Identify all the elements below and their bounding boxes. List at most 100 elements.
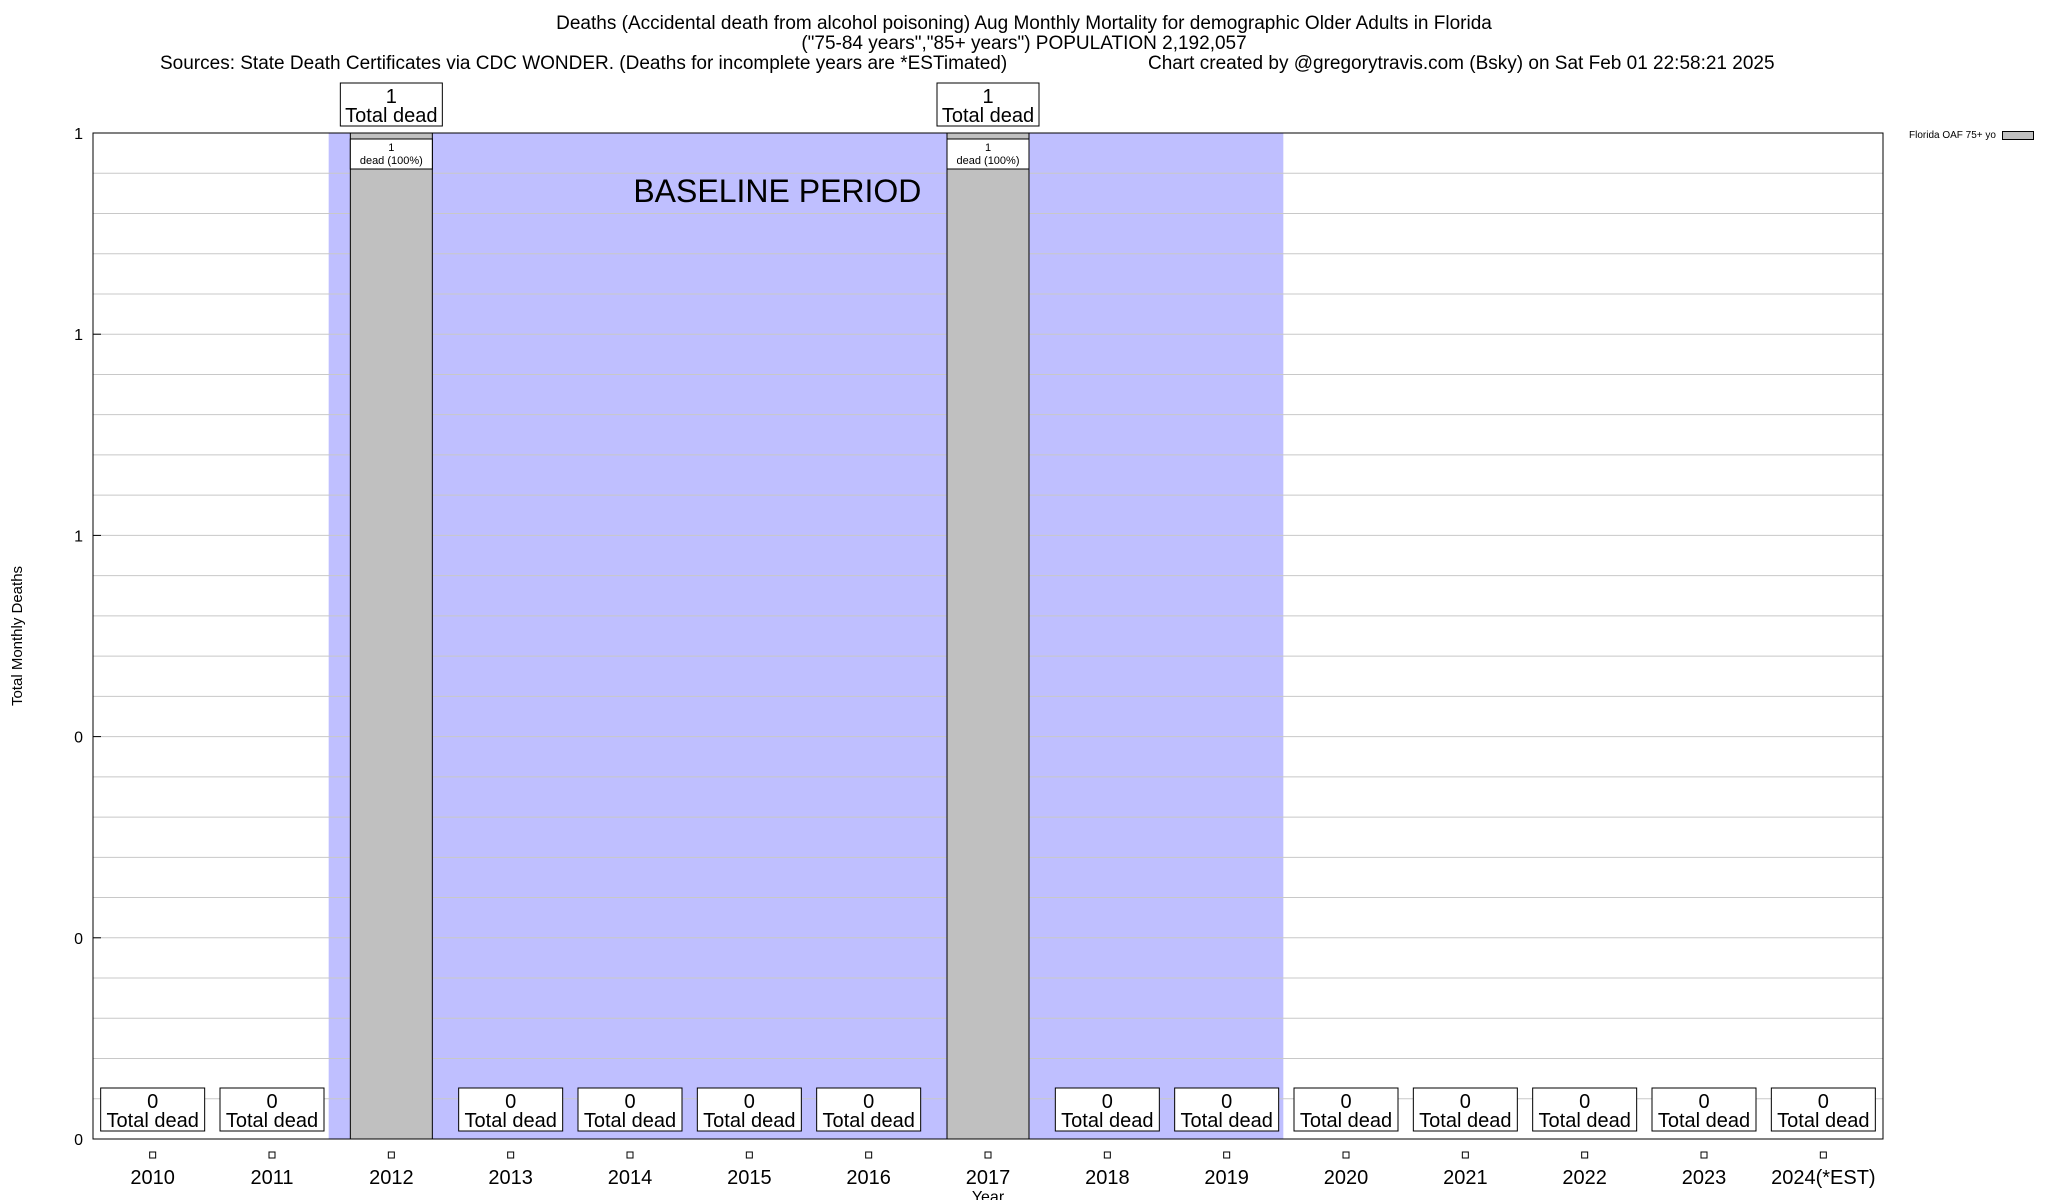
chart-title-block: Deaths (Accidental death from alcohol po… [0,14,2048,54]
x-tick-label: 2010 [130,1167,175,1189]
y-tick-label: 0 [74,730,83,747]
bar-inner-label-text: dead (100%) [360,155,423,167]
zero-label-box [1651,1087,1757,1132]
x-tick-label: 2015 [727,1167,772,1189]
zero-label-box [100,1087,206,1132]
bar-top-label-value: 1 [386,86,397,108]
x-marker [745,1151,753,1159]
bar-top-label-box [936,82,1040,127]
zero-label-box [1532,1087,1638,1132]
x-tick-label: 2018 [1085,1167,1130,1189]
baseline-period-label: BASELINE PERIOD [633,173,921,209]
chart-title: Deaths (Accidental death from alcohol po… [556,13,1492,34]
chart-source: Sources: State Death Certificates via CD… [160,53,1008,74]
x-marker [1581,1151,1589,1159]
legend-label: Florida OAF 75+ yo [1909,130,1996,141]
zero-label-value: 0 [1340,1091,1351,1113]
zero-label-box [1770,1087,1876,1132]
zero-label-value: 0 [744,1091,755,1113]
zero-label-box [1054,1087,1160,1132]
bar-inner-label-text: dead (100%) [957,155,1020,167]
x-marker [1461,1151,1469,1159]
zero-label-text: Total dead [1658,1110,1750,1132]
zero-label-box [1293,1087,1399,1132]
zero-label-value: 0 [505,1091,516,1113]
zero-label-value: 0 [266,1091,277,1113]
zero-label-value: 0 [1102,1091,1113,1113]
zero-label-text: Total dead [1539,1110,1631,1132]
x-marker [1342,1151,1350,1159]
y-tick-label: 1 [74,126,83,143]
y-tick-label: 0 [74,1132,83,1149]
zero-label-text: Total dead [823,1110,915,1132]
zero-label-value: 0 [1698,1091,1709,1113]
bar [946,132,1030,1140]
zero-label-text: Total dead [465,1110,557,1132]
zero-label-value: 0 [1221,1091,1232,1113]
zero-label-value: 0 [1818,1091,1829,1113]
bar-inner-label-box [349,138,433,170]
zero-label-value: 0 [1579,1091,1590,1113]
zero-label-box [696,1087,802,1132]
plot-border [92,132,1884,1140]
legend-swatch [2001,131,2034,140]
zero-label-text: Total dead [226,1110,318,1132]
zero-label-text: Total dead [1061,1110,1153,1132]
zero-label-box [458,1087,564,1132]
zero-label-text: Total dead [107,1110,199,1132]
y-tick-label: 0 [74,931,83,948]
x-marker [984,1151,992,1159]
x-tick-label: 2011 [250,1167,293,1189]
zero-label-box [1412,1087,1518,1132]
zero-label-text: Total dead [1419,1110,1511,1132]
chart-subtitle: ("75-84 years","85+ years") POPULATION 2… [801,33,1247,54]
bar-top-label-box [339,82,443,127]
y-axis-label: Total Monthly Deaths [9,566,26,706]
zero-label-value: 0 [624,1091,635,1113]
x-marker [865,1151,873,1159]
zero-label-text: Total dead [584,1110,676,1132]
bar-top-label-text: Total dead [345,105,437,127]
zero-label-text: Total dead [703,1110,795,1132]
zero-label-box [1174,1087,1280,1132]
x-marker [268,1151,276,1159]
zero-label-value: 0 [147,1091,158,1113]
x-tick-label: 2022 [1562,1167,1607,1189]
bar-top-label-text: Total dead [942,105,1034,127]
bar-inner-label-value: 1 [388,142,394,154]
x-tick-label: 2024(*EST) [1771,1167,1876,1189]
x-tick-label: 2016 [846,1167,891,1189]
x-tick-label: 2023 [1682,1167,1727,1189]
x-tick-label: 2017 [966,1167,1011,1189]
baseline-period-band [328,133,1284,1139]
bar-top-label-value: 1 [982,86,993,108]
x-tick-label: 2021 [1443,1167,1488,1189]
zero-label-box [219,1087,325,1132]
zero-label-value: 0 [1460,1091,1471,1113]
x-tick-label: 2020 [1324,1167,1369,1189]
bar-inner-label-box [946,138,1030,170]
x-tick-label: 2013 [488,1167,533,1189]
x-marker [387,1151,395,1159]
x-tick-label: 2014 [608,1167,653,1189]
bar [349,132,433,1140]
bar-inner-label-value: 1 [985,142,991,154]
chart-legend: Florida OAF 75+ yo [1909,130,2034,141]
x-axis-label: Year [972,1189,1005,1200]
x-marker [626,1151,634,1159]
x-marker [1700,1151,1708,1159]
zero-label-box [577,1087,683,1132]
x-marker [507,1151,515,1159]
y-tick-label: 1 [74,528,83,545]
x-marker [1103,1151,1111,1159]
x-marker [1819,1151,1827,1159]
chart-credit: Chart created by @gregorytravis.com (Bsk… [1148,53,1775,74]
zero-label-value: 0 [863,1091,874,1113]
zero-label-text: Total dead [1300,1110,1392,1132]
zero-label-box [816,1087,922,1132]
y-tick-label: 1 [74,327,83,344]
x-marker [149,1151,157,1159]
x-tick-label: 2012 [369,1167,414,1189]
zero-label-text: Total dead [1181,1110,1273,1132]
